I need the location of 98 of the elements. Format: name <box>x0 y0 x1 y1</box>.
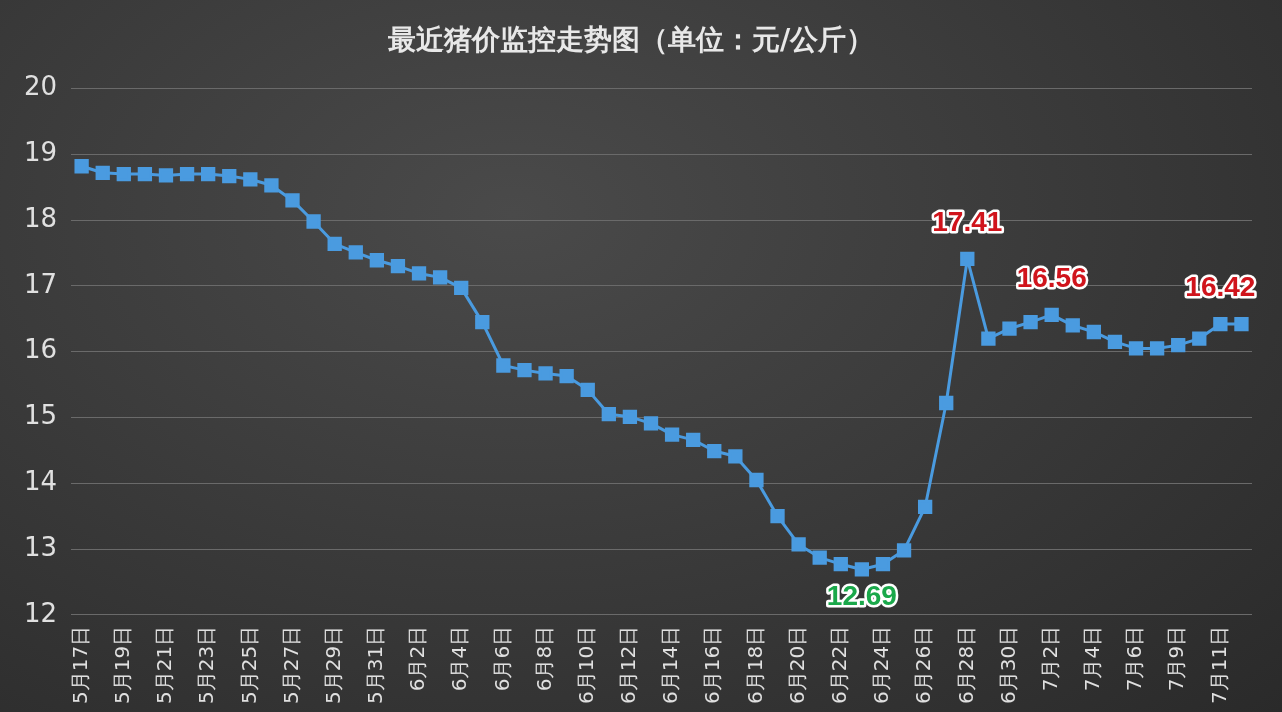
x-tick-label: 7月6日 <box>1122 625 1147 692</box>
point <box>201 166 216 182</box>
point <box>264 178 279 193</box>
point <box>95 165 110 180</box>
point <box>1213 316 1228 332</box>
x-tick-label: 7月4日 <box>1080 625 1105 692</box>
y-tick-label: 19 <box>23 137 58 168</box>
point <box>939 395 954 411</box>
point <box>917 499 933 515</box>
x-tick-label: 6月8日 <box>531 625 556 692</box>
point <box>791 537 806 552</box>
x-tick-label: 6月30日 <box>995 625 1020 705</box>
point <box>643 416 659 431</box>
point <box>1044 307 1059 323</box>
y-tick-label: 12 <box>23 597 58 628</box>
point <box>664 427 680 442</box>
point <box>896 543 912 558</box>
point <box>559 368 574 384</box>
y-tick-label: 16 <box>23 334 58 365</box>
point <box>517 362 532 378</box>
y-tick-label: 13 <box>23 531 58 562</box>
y-tick-label: 18 <box>23 202 58 233</box>
x-tick-label: 7月2日 <box>1037 625 1062 692</box>
point <box>960 251 975 267</box>
x-tick-label: 5月27日 <box>278 625 303 705</box>
point <box>137 166 153 182</box>
x-tick-label: 7月9日 <box>1164 625 1189 692</box>
x-tick-label: 6月28日 <box>953 625 978 705</box>
x-tick-label: 6月22日 <box>826 625 851 705</box>
data-label: 16.56 <box>1016 261 1087 293</box>
point <box>622 409 638 424</box>
point <box>1023 314 1038 330</box>
y-tick-label: 20 <box>23 71 58 102</box>
point <box>432 270 448 285</box>
point <box>158 168 174 183</box>
y-tick-label: 15 <box>23 400 58 431</box>
point <box>728 449 743 464</box>
data-label: 17.41 <box>932 205 1003 237</box>
point <box>749 472 764 488</box>
point <box>116 166 131 182</box>
point <box>390 259 406 274</box>
point <box>243 172 258 187</box>
x-tick-label: 6月26日 <box>911 625 936 705</box>
point <box>1149 341 1165 356</box>
point <box>496 358 511 373</box>
point <box>348 245 363 260</box>
x-tick-label: 5月25日 <box>236 625 261 705</box>
point <box>601 407 616 422</box>
point <box>1171 337 1186 353</box>
point <box>369 253 385 268</box>
x-tick-label: 6月2日 <box>405 625 430 692</box>
point <box>580 382 595 398</box>
x-tick-label: 7月11日 <box>1206 625 1231 705</box>
x-tick-label: 5月31日 <box>363 625 388 705</box>
point <box>981 331 996 346</box>
x-tick-label: 6月12日 <box>616 625 641 705</box>
point <box>1234 316 1249 332</box>
point <box>686 432 701 448</box>
y-tick-label: 14 <box>23 466 58 497</box>
point <box>854 562 870 577</box>
point <box>875 557 891 572</box>
point <box>1192 331 1207 346</box>
point <box>454 280 469 296</box>
x-tick-label: 6月24日 <box>869 625 894 705</box>
x-tick-label: 6月16日 <box>700 625 725 705</box>
point <box>770 509 785 524</box>
x-tick-label: 5月29日 <box>320 625 345 705</box>
point <box>1065 318 1080 333</box>
point <box>812 550 827 565</box>
x-tick-label: 5月17日 <box>67 625 92 705</box>
point <box>285 193 300 208</box>
point <box>1086 324 1101 340</box>
point <box>1002 321 1017 336</box>
point <box>1107 334 1123 349</box>
point <box>538 366 553 381</box>
point <box>411 266 427 281</box>
chart-title: 最近猪价监控走势图（单位：元/公斤） <box>386 23 875 57</box>
point <box>74 159 89 174</box>
point <box>475 314 490 330</box>
x-tick-label: 6月20日 <box>784 625 809 705</box>
point <box>306 214 321 229</box>
point <box>707 443 722 459</box>
x-tick-label: 6月4日 <box>447 625 472 692</box>
x-tick-label: 6月14日 <box>658 625 683 705</box>
point <box>222 168 237 184</box>
point <box>179 166 195 182</box>
point <box>327 236 342 251</box>
x-tick-label: 5月23日 <box>194 625 219 705</box>
data-label: 16.42 <box>1185 270 1256 302</box>
x-tick-label: 5月19日 <box>110 625 135 705</box>
x-tick-label: 6月10日 <box>573 625 598 705</box>
point <box>1128 341 1144 356</box>
point <box>833 557 848 572</box>
y-tick-label: 17 <box>23 268 58 299</box>
x-tick-label: 6月6日 <box>489 625 514 692</box>
data-label: 12.69 <box>826 580 897 612</box>
x-tick-label: 5月21日 <box>152 625 177 705</box>
x-tick-label: 6月18日 <box>742 625 767 705</box>
